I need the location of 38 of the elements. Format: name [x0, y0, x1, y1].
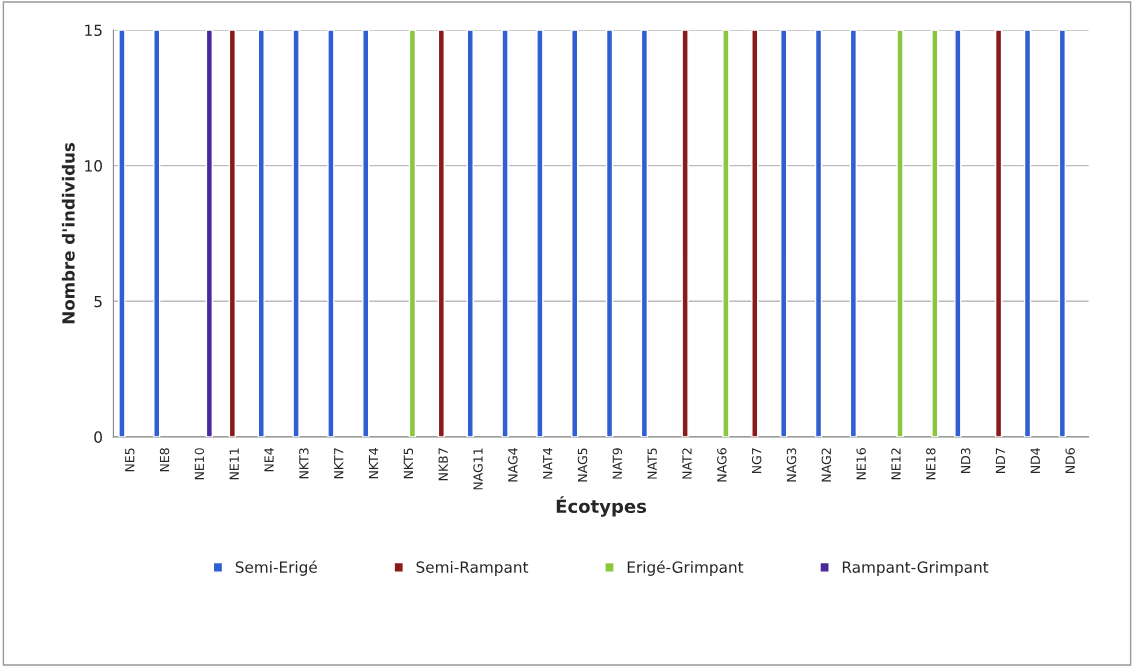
x-tick-label: NKT5: [403, 448, 414, 479]
y-tick-label: 15: [85, 24, 102, 37]
legend-label: Semi-Rampant: [416, 561, 529, 576]
x-tick-label: NAT9: [612, 448, 623, 479]
x-tick-label: NE12: [891, 448, 901, 480]
x-tick-label: NAG3: [786, 448, 797, 482]
legend-label: Semi-Erigé: [235, 560, 317, 576]
y-tick-label: 0: [94, 431, 102, 443]
y-tick-label: 10: [85, 160, 102, 172]
x-tick-label: NAT2: [682, 448, 692, 479]
x-tick-label: NAT5: [647, 448, 657, 479]
x-tick-label: NAG11: [473, 448, 483, 490]
x-tick-label: NAT4: [543, 448, 553, 479]
x-tick-label: ND7: [995, 448, 1006, 473]
x-tick-label: NAG2: [821, 448, 832, 482]
x-tick-label: ND6: [1065, 448, 1075, 473]
x-tick-label: NKB7: [438, 448, 448, 481]
y-tick-label: 5: [94, 295, 102, 308]
x-tick-label: NE5: [125, 448, 135, 472]
x-tick-label: NE4: [264, 448, 274, 472]
x-tick-label: NG7: [751, 448, 762, 474]
y-axis-title: Nombre d'individus: [61, 142, 75, 324]
x-tick-label: NE10: [194, 448, 205, 480]
x-tick-label: NE11: [229, 448, 239, 480]
x-axis-title: Écotypes: [556, 496, 647, 517]
legend-label: Rampant-Grimpant: [842, 561, 989, 576]
x-tick-label: NAG6: [717, 448, 727, 482]
x-tick-label: NE18: [926, 448, 936, 480]
x-tick-label: NE8: [159, 448, 170, 472]
legend-label: Erigé-Grimpant: [627, 560, 744, 576]
x-tick-label: ND3: [960, 448, 971, 473]
x-tick-label: NE16: [856, 448, 866, 480]
x-tick-label: NKT7: [334, 448, 344, 479]
x-tick-label: NAG5: [577, 448, 588, 482]
x-tick-label: NAG4: [508, 448, 518, 482]
x-tick-label: NKT3: [299, 448, 309, 479]
x-tick-label: NKT4: [368, 448, 379, 479]
x-tick-label: ND4: [1030, 448, 1040, 473]
